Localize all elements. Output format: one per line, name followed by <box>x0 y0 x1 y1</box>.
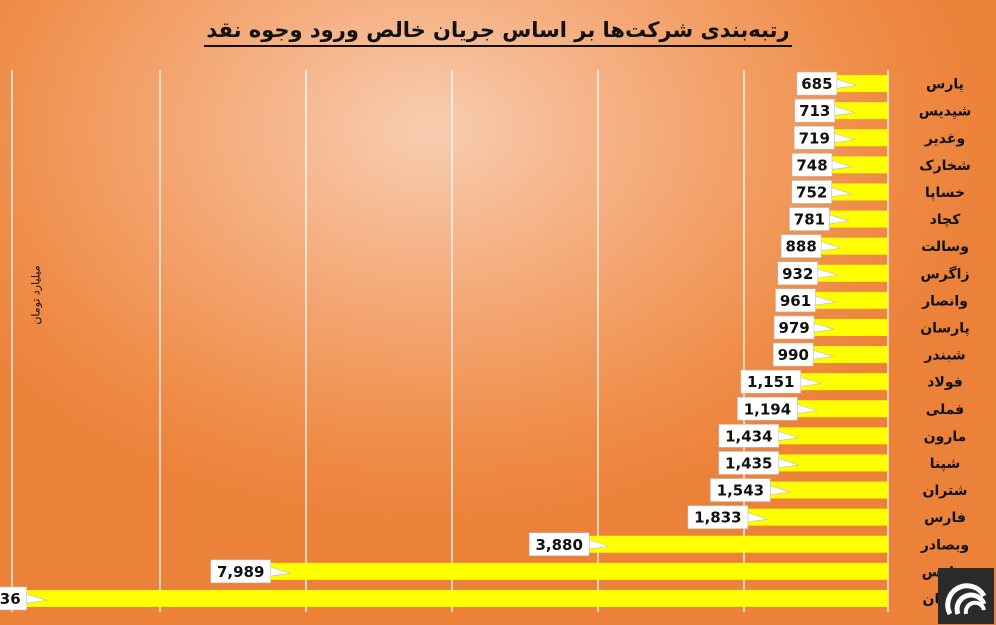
category-label: پارسان <box>920 320 970 336</box>
data-label-box <box>528 532 590 557</box>
data-label-box <box>777 261 819 286</box>
data-label: 979 <box>778 319 809 337</box>
data-label: 990 <box>778 346 809 364</box>
category-label: شخارک <box>919 158 971 174</box>
data-label: 1,434 <box>725 427 772 445</box>
bar <box>834 75 888 93</box>
data-label: 713 <box>799 102 830 120</box>
category-label: فملی <box>926 402 964 418</box>
category-label: وبصادر <box>920 537 969 553</box>
chart-title: رتبه‌بندی شرکت‌ها بر اساس جریان خالص ورو… <box>0 18 996 47</box>
data-label-box <box>780 234 822 258</box>
bar <box>795 400 888 418</box>
category-label: وانصار <box>921 293 968 309</box>
data-label: 888 <box>786 238 817 256</box>
data-label-box <box>718 424 780 448</box>
chart-title-text: رتبه‌بندی شرکت‌ها بر اساس جریان خالص ورو… <box>204 18 792 47</box>
data-label: 685 <box>801 75 832 93</box>
bar <box>811 346 888 364</box>
bar <box>819 237 888 255</box>
bar <box>268 562 888 580</box>
data-label: 1,833 <box>694 509 741 527</box>
data-label-box <box>789 207 830 231</box>
data-label-box <box>772 342 814 367</box>
data-label-box <box>210 559 271 584</box>
bar <box>768 481 888 499</box>
bar <box>745 508 888 526</box>
data-label-box <box>710 478 771 502</box>
bar <box>815 264 888 282</box>
bar <box>587 535 888 553</box>
bar <box>827 210 888 228</box>
data-label-box <box>791 153 833 177</box>
data-label: 932 <box>782 265 813 283</box>
category-label: کچاد <box>930 212 962 228</box>
bar <box>830 156 888 174</box>
data-label: 748 <box>796 156 827 174</box>
logo-icon <box>938 568 994 624</box>
category-label: فولاد <box>927 375 963 391</box>
category-label: فارس <box>924 510 966 526</box>
category-label: وغدیر <box>924 131 965 147</box>
category-label: شپنا <box>930 456 960 472</box>
data-label-box <box>793 125 835 150</box>
bar <box>24 589 889 607</box>
data-label-box <box>773 315 815 340</box>
bar <box>832 129 888 147</box>
data-label-box <box>737 396 798 421</box>
data-label: 719 <box>799 129 830 147</box>
data-label-box <box>687 505 749 529</box>
bar <box>832 102 888 120</box>
bar <box>776 427 888 445</box>
category-label: زاگرس <box>920 265 969 282</box>
data-label: 961 <box>780 292 811 310</box>
data-label: 3,880 <box>535 536 582 554</box>
data-label-box <box>0 586 28 611</box>
data-label: 752 <box>796 183 827 201</box>
bar <box>776 454 888 472</box>
data-label: 1,194 <box>744 400 791 418</box>
bar <box>812 318 888 336</box>
category-label: وسالت <box>921 239 969 255</box>
category-label: شتران <box>923 483 968 499</box>
data-label-box <box>796 71 838 96</box>
data-label-box <box>775 288 816 313</box>
category-label: خساپا <box>925 185 965 201</box>
data-label: 781 <box>794 211 825 229</box>
data-label-box <box>718 451 780 475</box>
bar <box>798 373 888 391</box>
data-label-box <box>794 98 836 123</box>
data-label-box <box>740 369 802 394</box>
data-label-box <box>791 180 833 204</box>
category-label: شپدیس <box>919 104 972 120</box>
data-label: 11,136 <box>0 590 21 608</box>
category-label: مارون <box>924 429 967 445</box>
category-label: شبندر <box>923 348 965 364</box>
category-label: پارس <box>926 77 964 93</box>
data-label: 1,435 <box>725 454 772 472</box>
bar <box>829 183 888 201</box>
data-label: 1,151 <box>747 373 794 391</box>
data-label: 7,989 <box>217 563 264 581</box>
data-label: 1,543 <box>717 482 764 500</box>
bar <box>813 291 888 309</box>
